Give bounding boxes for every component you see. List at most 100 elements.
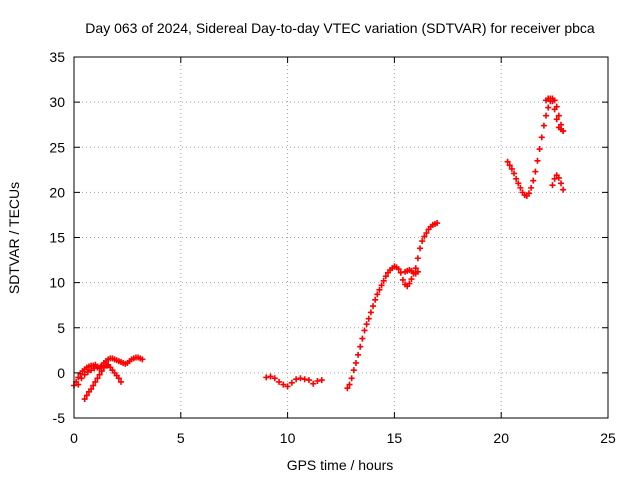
data-point [434, 220, 441, 227]
data-point [530, 177, 537, 184]
data-point [551, 106, 558, 113]
data-point [380, 277, 387, 284]
data-point [92, 378, 99, 385]
data-point [540, 122, 547, 129]
data-point [408, 276, 415, 283]
data-point [421, 233, 428, 240]
data-point [538, 134, 545, 141]
x-tick-label: 20 [493, 430, 509, 446]
x-tick-label: 25 [600, 430, 616, 446]
data-point [374, 291, 381, 298]
data-point [355, 351, 362, 358]
data-point [417, 245, 424, 252]
y-axis-label: SDTVAR / TECUs [6, 182, 22, 294]
chart-title: Day 063 of 2024, Sidereal Day-to-day VTE… [85, 20, 595, 36]
data-point [545, 104, 552, 111]
data-point [525, 190, 532, 197]
data-point [549, 182, 556, 189]
data-point [318, 377, 325, 384]
data-point [551, 175, 558, 182]
y-tick-label: 20 [49, 184, 65, 200]
y-tick-label: 5 [57, 320, 65, 336]
data-point [555, 174, 562, 181]
data-point [370, 303, 377, 310]
data-point [528, 184, 535, 191]
data-point [301, 376, 308, 383]
x-tick-label: 0 [70, 430, 78, 446]
data-point [367, 309, 374, 316]
data-point [517, 184, 524, 191]
data-point [558, 180, 565, 187]
data-point [395, 266, 402, 273]
y-tick-label: 0 [57, 365, 65, 381]
data-point [81, 371, 88, 378]
data-point [555, 112, 562, 119]
data-point [352, 359, 359, 366]
y-tick-label: 35 [49, 49, 65, 65]
data-point [293, 376, 300, 383]
data-point [83, 392, 90, 399]
data-point [406, 280, 413, 287]
data-point [382, 273, 389, 280]
data-point [560, 186, 567, 193]
data-point [267, 373, 274, 380]
data-point [397, 269, 404, 276]
data-point [536, 146, 543, 153]
data-point [534, 157, 541, 164]
data-point [378, 282, 385, 289]
data-point [532, 168, 539, 175]
data-point [310, 380, 317, 387]
data-point [513, 175, 520, 182]
data-point [297, 375, 304, 382]
data-point [376, 286, 383, 293]
data-point [75, 374, 82, 381]
data-point [511, 170, 518, 177]
data-point [365, 315, 372, 322]
data-point [414, 255, 421, 262]
data-point [284, 383, 291, 390]
data-point [117, 378, 124, 385]
data-point [75, 381, 82, 388]
data-point [314, 377, 321, 384]
data-point [100, 363, 107, 370]
data-point [423, 229, 430, 236]
data-point [104, 362, 111, 369]
data-point [305, 377, 312, 384]
data-point [271, 375, 278, 382]
data-point [506, 162, 513, 169]
data-point [515, 180, 522, 187]
data-point [361, 327, 368, 334]
data-point [549, 98, 556, 105]
data-point [346, 381, 353, 388]
data-point [90, 382, 97, 389]
data-point [84, 368, 91, 375]
x-tick-label: 5 [177, 430, 185, 446]
data-point [115, 375, 122, 382]
data-point [91, 365, 98, 372]
data-point [372, 296, 379, 303]
x-axis-label: GPS time / hours [287, 457, 394, 473]
data-point [81, 396, 88, 403]
data-point [263, 374, 270, 381]
data-point [348, 375, 355, 382]
y-tick-label: 30 [49, 94, 65, 110]
data-point [98, 368, 105, 375]
data-point [508, 165, 515, 172]
data-point [78, 375, 85, 382]
grid-lines [74, 57, 608, 418]
data-point [276, 378, 283, 385]
data-point [363, 321, 370, 328]
data-point [344, 385, 351, 392]
y-tick-label: 10 [49, 275, 65, 291]
data-point [560, 128, 567, 135]
data-point [399, 276, 406, 283]
data-point [288, 379, 295, 386]
data-point [359, 335, 366, 342]
data-point [543, 112, 550, 119]
data-point [504, 158, 511, 165]
y-tick-label: 15 [49, 230, 65, 246]
data-point [139, 356, 146, 363]
